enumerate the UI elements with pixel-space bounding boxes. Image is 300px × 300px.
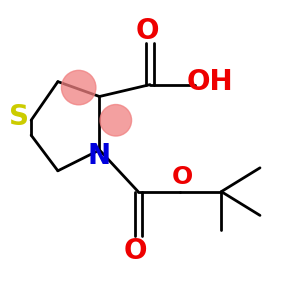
Circle shape	[61, 70, 96, 105]
Text: S: S	[9, 103, 29, 131]
Text: O: O	[123, 237, 147, 265]
Text: O: O	[135, 17, 159, 45]
Text: OH: OH	[186, 68, 233, 96]
Text: N: N	[88, 142, 111, 170]
Text: O: O	[172, 165, 193, 189]
Circle shape	[100, 104, 132, 136]
